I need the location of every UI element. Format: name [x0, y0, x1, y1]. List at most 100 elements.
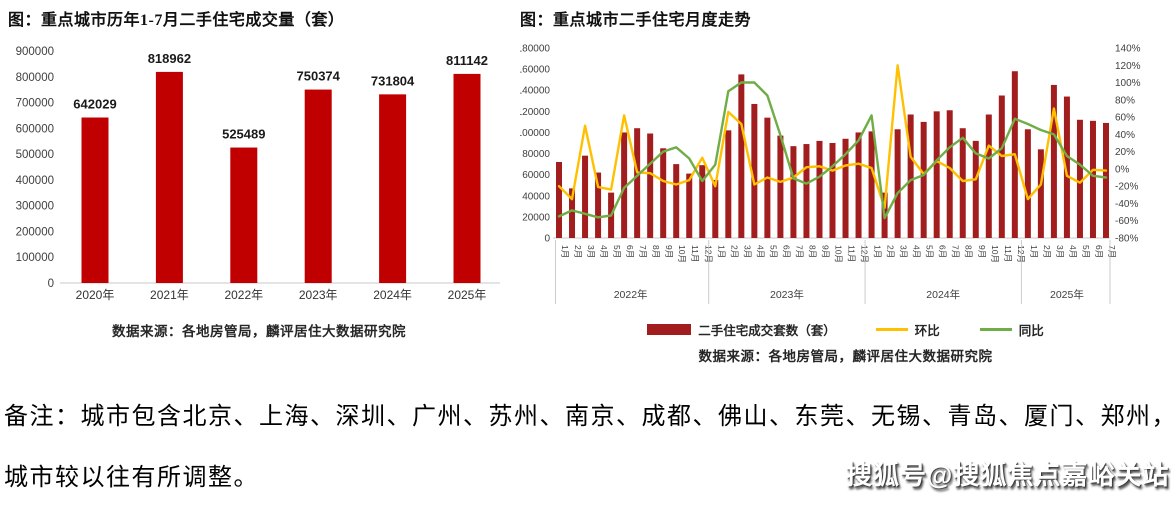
monthly-combo-chart: 180000 160000 140000 120000 100000 80000 60000… — [520, 44, 1141, 304]
left-y-tick: 500000 — [16, 149, 54, 161]
annual-bar-chart-panel: 图：重点城市历年1-7月二手住宅成交量（套） 900000 800000 70000… — [8, 6, 510, 340]
left-y-tick: 300000 — [16, 201, 54, 213]
month-axis-label: 4月 — [1068, 245, 1078, 258]
right-chart-left-tick: 160000 — [520, 65, 550, 76]
month-axis-label: 6月 — [781, 245, 791, 258]
mom-line-label: 环比 — [914, 324, 940, 338]
month-bar — [751, 103, 758, 238]
month-bar — [725, 130, 732, 238]
right-chart-left-tick: 120000 — [520, 107, 550, 118]
month-bar — [777, 135, 784, 238]
bar-value-label: 750374 — [297, 69, 341, 84]
year-group-label: 2024年 — [926, 288, 960, 301]
month-bar — [673, 164, 680, 238]
mom-line-swatch — [875, 327, 908, 332]
left-y-tick: 700000 — [16, 98, 54, 110]
left-y-tick: 600000 — [16, 123, 54, 135]
month-bar — [1037, 149, 1044, 238]
left-y-tick: 400000 — [16, 175, 54, 187]
legend-item-mom: 环比 — [875, 320, 940, 339]
year-group-label: 2023年 — [770, 288, 804, 301]
month-axis-label: 3月 — [742, 245, 752, 258]
month-axis-label: 4月 — [755, 245, 765, 258]
annual-bar-chart: 900000 800000 700000 600000 500000 400000 3000… — [16, 46, 500, 302]
right-chart-left-tick: 80000 — [522, 149, 550, 160]
month-axis-label: 10月 — [677, 245, 687, 263]
left-y-tick: 800000 — [16, 72, 54, 84]
right-chart-right-tick: -40% — [1115, 199, 1138, 210]
month-bar — [855, 132, 862, 238]
month-axis-label: 8月 — [964, 245, 974, 258]
left-y-tick: 900000 — [16, 46, 54, 58]
right-chart-right-tick: -60% — [1115, 216, 1138, 227]
right-chart-right-tick: 140% — [1115, 44, 1141, 55]
right-chart-left-tick: 40000 — [522, 191, 550, 202]
left-y-tick: 0 — [48, 278, 54, 290]
month-axis-label: 11月 — [690, 245, 700, 262]
left-y-tick: 100000 — [16, 252, 54, 264]
watermark: 搜狐号@搜狐焦点嘉峪关站 — [846, 460, 1170, 490]
legend: 二手住宅成交套数（套） 环比 同比 — [520, 320, 1171, 339]
year-bar — [379, 94, 407, 283]
bar-value-label: 818962 — [148, 51, 191, 66]
year-axis-label: 2024年 — [373, 288, 412, 302]
month-axis-label: 8月 — [651, 245, 661, 258]
left-chart-source: 数据来源：各地房管局，麟评居住大数据研究院 — [112, 324, 406, 339]
month-bar — [699, 165, 706, 238]
month-bar — [816, 140, 823, 238]
right-chart-right-tick: 120% — [1115, 61, 1141, 72]
month-axis-label: 9月 — [664, 245, 674, 258]
month-axis-label: 3月 — [586, 245, 596, 258]
month-bar — [933, 111, 940, 238]
month-bar — [998, 95, 1005, 238]
month-bar — [1103, 122, 1109, 238]
year-axis-label: 2023年 — [299, 288, 338, 302]
right-chart-right-tick: 80% — [1115, 95, 1135, 106]
month-bar — [972, 140, 979, 238]
month-axis-label: 2月 — [729, 245, 739, 258]
month-axis-label: 5月 — [925, 245, 935, 258]
left-chart-title: 图：重点城市历年1-7月二手住宅成交量（套） — [8, 12, 345, 29]
right-chart-title: 图：重点城市二手住宅月度走势 — [520, 12, 752, 29]
year-group-label: 2025年 — [1050, 288, 1084, 301]
month-bar — [660, 148, 667, 238]
right-chart-left-tick: 20000 — [522, 212, 550, 223]
mom-line — [557, 64, 1108, 210]
year-bar — [81, 117, 109, 283]
bar-value-label: 811142 — [446, 53, 488, 68]
month-bar — [868, 131, 875, 238]
month-bar — [946, 110, 953, 238]
month-axis-label: 3月 — [1055, 245, 1065, 258]
month-axis-label: 1月 — [560, 245, 570, 258]
right-chart-left-tick: 100000 — [520, 128, 550, 139]
month-axis-label: 2月 — [573, 245, 583, 258]
month-bar — [738, 74, 745, 238]
year-group-label: 2022年 — [614, 288, 648, 301]
month-bar — [634, 128, 641, 238]
year-axis-label: 2021年 — [150, 288, 189, 302]
month-bar — [647, 133, 654, 238]
month-axis-label: 7月 — [794, 245, 804, 258]
month-bar — [894, 129, 901, 238]
right-chart-right-tick: -80% — [1115, 234, 1138, 245]
month-bar — [842, 138, 849, 238]
month-bar — [959, 128, 966, 238]
month-bar — [907, 114, 914, 238]
month-axis-label: 7月 — [1107, 245, 1117, 258]
note-line1: 备注：城市包含北京、上海、深圳、广州、苏州、南京、成都、佛山、东莞、无锡、青岛、… — [4, 404, 1171, 430]
month-bar — [582, 155, 589, 238]
monthly-combo-chart-panel: 图：重点城市二手住宅月度走势 1800001600001400001200001… — [520, 6, 1171, 365]
legend-item-yoy: 同比 — [979, 320, 1044, 339]
month-axis-label: 2月 — [886, 245, 896, 258]
month-bar — [712, 179, 719, 238]
month-axis-label: 12月 — [1016, 245, 1026, 263]
month-bar — [686, 173, 693, 238]
month-axis-label: 9月 — [977, 245, 987, 258]
month-axis-label: 1月 — [873, 245, 883, 258]
month-axis-label: 5月 — [612, 245, 622, 258]
month-axis-label: 7月 — [638, 245, 648, 258]
month-axis-label: 1月 — [1029, 245, 1039, 258]
yoy-line-label: 同比 — [1018, 324, 1044, 338]
bar-value-label: 731804 — [371, 73, 415, 88]
right-chart-left-tick: 0 — [544, 234, 550, 245]
